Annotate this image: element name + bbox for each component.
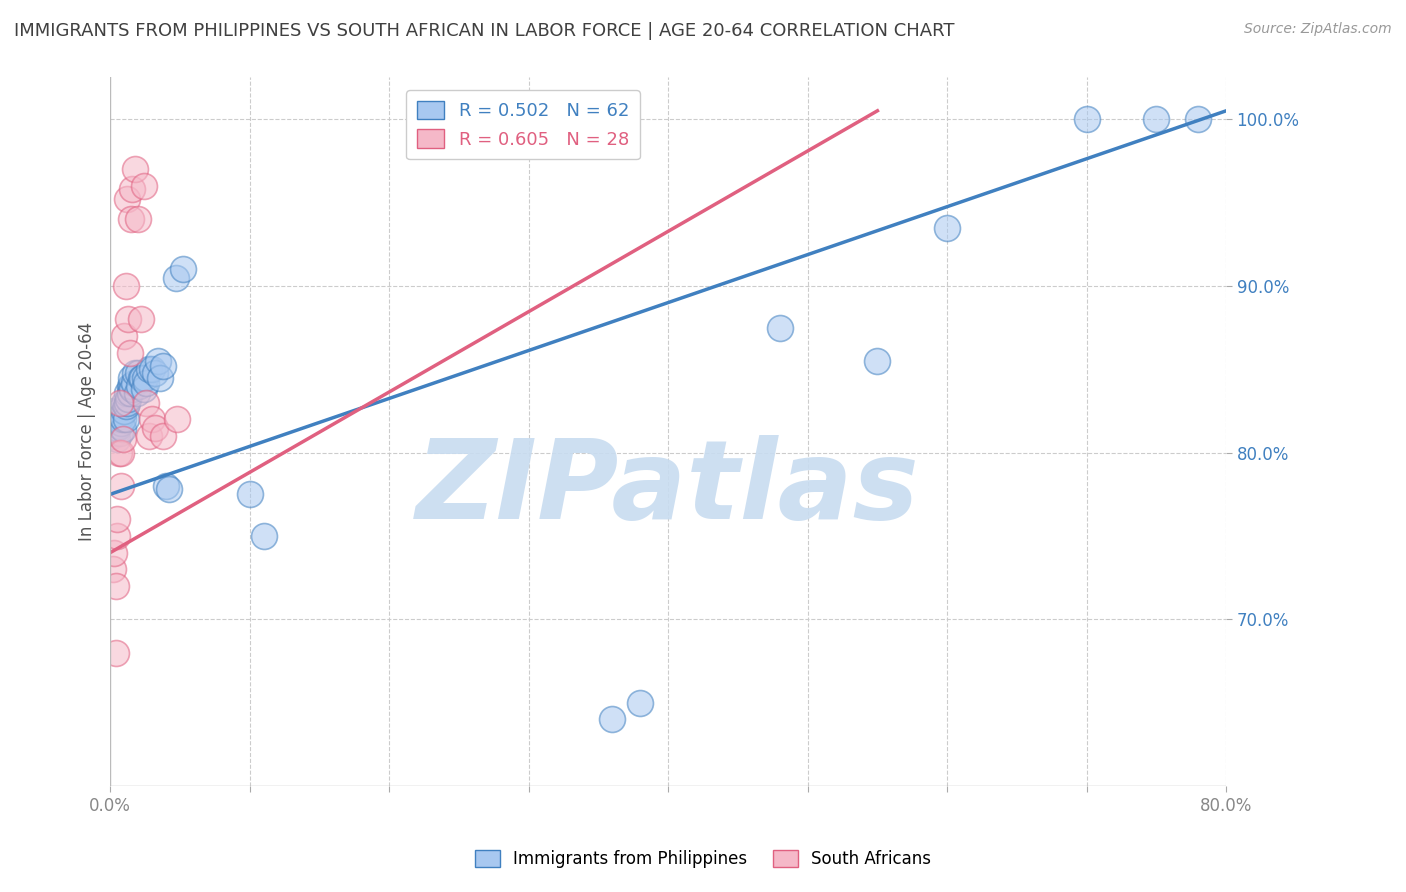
Point <box>124 366 146 380</box>
Point <box>165 270 187 285</box>
Point <box>110 409 132 423</box>
Point <box>628 696 651 710</box>
Point <box>172 262 194 277</box>
Point <box>117 392 139 407</box>
Point <box>128 379 150 393</box>
Point <box>108 412 131 426</box>
Point <box>127 212 149 227</box>
Point <box>118 379 141 393</box>
Point <box>112 395 135 409</box>
Point <box>166 412 188 426</box>
Point <box>115 395 138 409</box>
Point <box>1146 112 1168 127</box>
Point <box>121 182 143 196</box>
Point <box>155 479 177 493</box>
Point <box>135 395 157 409</box>
Point <box>114 278 136 293</box>
Point <box>105 420 128 434</box>
Point <box>138 429 160 443</box>
Point <box>146 354 169 368</box>
Point <box>105 432 128 446</box>
Point <box>132 382 155 396</box>
Point <box>131 370 153 384</box>
Point <box>129 312 152 326</box>
Point <box>121 382 143 396</box>
Point <box>115 385 138 400</box>
Text: ZIPatlas: ZIPatlas <box>416 435 920 542</box>
Y-axis label: In Labor Force | Age 20-64: In Labor Force | Age 20-64 <box>79 322 96 541</box>
Legend: Immigrants from Philippines, South Africans: Immigrants from Philippines, South Afric… <box>468 843 938 875</box>
Point <box>110 479 132 493</box>
Point <box>103 422 125 436</box>
Point <box>104 579 127 593</box>
Point <box>111 432 134 446</box>
Point <box>143 420 166 434</box>
Point <box>105 412 128 426</box>
Point <box>122 376 145 390</box>
Point <box>110 445 132 459</box>
Point <box>124 162 146 177</box>
Point <box>103 404 125 418</box>
Point <box>129 370 152 384</box>
Point <box>111 412 134 426</box>
Point <box>118 385 141 400</box>
Point <box>157 483 180 497</box>
Point <box>149 370 172 384</box>
Point <box>115 192 138 206</box>
Point <box>118 345 141 359</box>
Point <box>107 419 129 434</box>
Point <box>112 329 135 343</box>
Point <box>107 412 129 426</box>
Point <box>866 354 889 368</box>
Point <box>103 412 125 426</box>
Point <box>239 487 262 501</box>
Point <box>936 220 959 235</box>
Point <box>101 409 124 423</box>
Point <box>252 529 274 543</box>
Point <box>152 359 174 373</box>
Point <box>120 370 142 384</box>
Point <box>100 429 122 443</box>
Point <box>120 379 142 393</box>
Point <box>135 376 157 390</box>
Point <box>134 370 156 384</box>
Point <box>104 646 127 660</box>
Point <box>141 412 163 426</box>
Point <box>114 399 136 413</box>
Point <box>108 395 131 409</box>
Point <box>107 404 129 418</box>
Point <box>138 362 160 376</box>
Point <box>120 212 142 227</box>
Point <box>1187 112 1209 127</box>
Point <box>132 178 155 193</box>
Point <box>141 362 163 376</box>
Point <box>108 425 131 440</box>
Point <box>111 422 134 436</box>
Point <box>105 512 128 526</box>
Point <box>769 320 792 334</box>
Point <box>125 385 148 400</box>
Text: IMMIGRANTS FROM PHILIPPINES VS SOUTH AFRICAN IN LABOR FORCE | AGE 20-64 CORRELAT: IMMIGRANTS FROM PHILIPPINES VS SOUTH AFR… <box>14 22 955 40</box>
Point <box>1076 112 1098 127</box>
Point <box>602 713 624 727</box>
Point <box>143 366 166 380</box>
Point <box>107 445 129 459</box>
Point <box>101 562 124 576</box>
Legend: R = 0.502   N = 62, R = 0.605   N = 28: R = 0.502 N = 62, R = 0.605 N = 28 <box>406 90 640 160</box>
Point <box>127 366 149 380</box>
Text: Source: ZipAtlas.com: Source: ZipAtlas.com <box>1244 22 1392 37</box>
Point <box>117 312 139 326</box>
Point <box>152 429 174 443</box>
Point <box>110 416 132 430</box>
Point <box>114 412 136 426</box>
Point <box>104 425 127 440</box>
Point <box>103 546 125 560</box>
Point <box>105 529 128 543</box>
Point <box>112 404 135 418</box>
Point <box>101 420 124 434</box>
Point <box>104 412 127 426</box>
